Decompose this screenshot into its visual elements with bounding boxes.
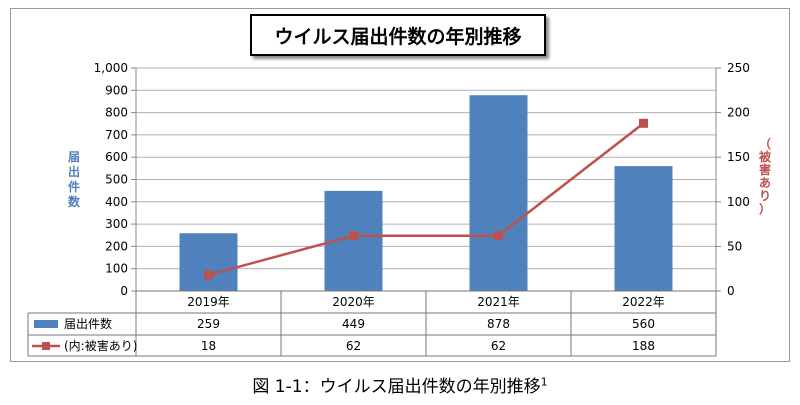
- table-value: 259: [197, 317, 220, 331]
- table-value: 188: [632, 339, 655, 353]
- legend-key-marker: [42, 342, 50, 350]
- legend-key-bar: [34, 320, 58, 328]
- right-axis-title: （被害あり）: [759, 136, 772, 216]
- bar: [469, 95, 528, 292]
- right-tick-label: 100: [727, 195, 750, 209]
- chart-title: ウイルス届出件数の年別推移: [250, 14, 546, 56]
- left-tick-label: 900: [105, 83, 128, 97]
- table-value: 449: [342, 317, 365, 331]
- right-tick-label: 50: [727, 239, 742, 253]
- line-marker: [639, 118, 648, 128]
- caption-text: 図 1-1：ウイルス届出件数の年別推移: [252, 377, 541, 397]
- left-axis-title: 届出件数: [68, 150, 81, 209]
- series-line: [208, 122, 645, 277]
- category-label: 2020年: [332, 295, 375, 309]
- right-tick-label: 0: [727, 284, 735, 298]
- right-axis-ticks: 0 50 100 150 200 250: [716, 61, 750, 298]
- caption-footnote: 1: [540, 375, 548, 389]
- left-tick-label: 300: [105, 217, 128, 231]
- left-tick-label: 100: [105, 262, 128, 276]
- legend-label: (内:被害あり): [64, 338, 137, 353]
- bar-series: [179, 95, 673, 292]
- line-series: [204, 118, 648, 280]
- right-tick-label: 200: [727, 106, 750, 120]
- left-tick-label: 200: [105, 239, 128, 253]
- category-label: 2022年: [622, 295, 665, 309]
- table-value: 878: [487, 317, 510, 331]
- legend-label: 届出件数: [64, 316, 112, 331]
- bar: [179, 233, 238, 291]
- line-marker: [204, 270, 213, 280]
- category-label: 2019年: [187, 295, 230, 309]
- left-tick-label: 1,000: [94, 61, 128, 75]
- left-tick-label: 600: [105, 150, 128, 164]
- left-axis-ticks: 0 100 200 300 400 500 600 700 800 900 1,000: [94, 61, 136, 298]
- figure-caption: 図 1-1：ウイルス届出件数の年別推移1: [0, 372, 800, 397]
- left-tick-label: 0: [120, 284, 128, 298]
- table-value: 62: [346, 339, 361, 353]
- right-tick-label: 250: [727, 61, 750, 75]
- table-value: 560: [632, 317, 655, 331]
- category-label: 2021年: [477, 295, 520, 309]
- left-tick-label: 400: [105, 195, 128, 209]
- line-marker: [494, 231, 503, 241]
- left-tick-label: 500: [105, 173, 128, 187]
- line-marker: [349, 231, 358, 241]
- left-tick-label: 700: [105, 128, 128, 142]
- left-tick-label: 800: [105, 106, 128, 120]
- right-tick-label: 150: [727, 150, 750, 164]
- table-value: 18: [201, 339, 216, 353]
- bar: [614, 166, 673, 291]
- table-value: 62: [491, 339, 506, 353]
